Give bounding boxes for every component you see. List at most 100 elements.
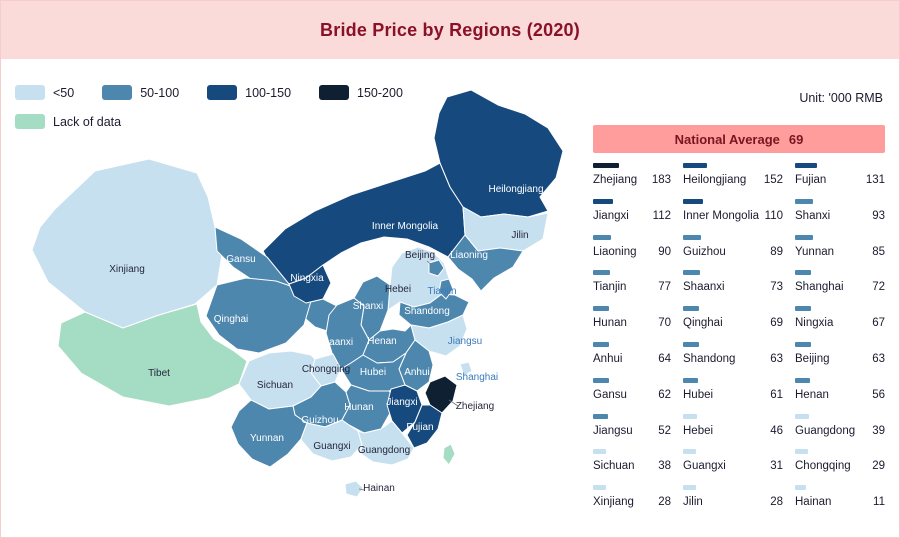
stat-region-name: Henan	[795, 388, 829, 401]
stat-line: Chongqing 29	[795, 460, 885, 472]
stat-line: Ningxia 67	[795, 317, 885, 329]
stat-cell: Guizhou 89	[683, 234, 783, 271]
stat-line: Hunan 70	[593, 317, 671, 329]
stat-cell: Shaanxi 73	[683, 270, 783, 306]
region-ningxia[interactable]	[288, 264, 332, 304]
stat-region-name: Xinjiang	[593, 496, 634, 509]
legend-label: 150-200	[357, 85, 403, 100]
region-shandong[interactable]	[398, 293, 470, 329]
stat-bar	[683, 270, 700, 276]
swatch-rect	[102, 85, 133, 100]
stat-cell: Gansu 62	[593, 377, 671, 414]
stat-line: Hubei 61	[683, 389, 783, 401]
region-taiwan[interactable]	[442, 443, 456, 466]
stat-region-name: Inner Mongolia	[683, 209, 760, 222]
stat-cell: Tianjin 77	[593, 270, 671, 306]
legend-label: <50	[53, 85, 75, 100]
stat-region-name: Fujian	[795, 174, 827, 186]
stat-bar	[593, 449, 606, 455]
map-label-zhejiang: Zhejiang	[456, 401, 494, 412]
region-shanghai[interactable]	[459, 361, 473, 377]
legend-label: 50-100	[140, 85, 180, 100]
header-band: Bride Price by Regions (2020)	[1, 1, 899, 59]
stat-cell: Hebei 46	[683, 413, 783, 450]
stat-cell: Chongqing 29	[795, 449, 885, 485]
stat-region-value: 56	[872, 388, 885, 401]
stat-line: Guizhou 89	[683, 246, 783, 258]
stat-region-value: 63	[872, 352, 885, 365]
legend-row-1: <50 50-100 100-150 150-200	[15, 85, 431, 100]
stat-cell: Ningxia 67	[795, 306, 885, 342]
legend-item-150-200: 150-200	[319, 85, 403, 100]
stat-region-value: 93	[872, 209, 885, 222]
region-yunnan[interactable]	[230, 399, 308, 468]
national-average-value: 69	[788, 131, 804, 147]
stat-region-value: 62	[658, 388, 671, 401]
map-label-hainan: Hainan	[363, 483, 395, 494]
stat-region-name: Beijing	[795, 352, 830, 365]
stat-region-name: Hunan	[593, 317, 627, 330]
region-guangdong[interactable]	[357, 420, 415, 466]
stat-bar	[795, 413, 809, 419]
region-fujian[interactable]	[406, 404, 443, 449]
stat-region-name: Ningxia	[795, 317, 834, 330]
stat-region-name: Guizhou	[683, 245, 726, 258]
stat-bar	[683, 341, 699, 347]
stat-cell: Shanxi 93	[795, 198, 885, 235]
stat-line: Jiangxi 112	[593, 210, 671, 222]
region-guangxi[interactable]	[300, 419, 363, 462]
legend-item-50-100: 50-100	[102, 85, 179, 100]
stat-bar	[593, 485, 606, 491]
stat-region-value: 52	[658, 424, 671, 437]
color-swatch-icon	[207, 85, 238, 100]
legend-item-lt50: <50	[15, 85, 74, 100]
stat-line: Hebei 46	[683, 425, 783, 437]
stat-region-name: Shanghai	[795, 281, 844, 294]
stat-region-name: Hubei	[683, 388, 714, 401]
stat-region-value: 183	[651, 174, 671, 186]
stat-cell: Anhui 64	[593, 341, 671, 378]
stat-bar	[593, 306, 609, 312]
stat-cell: Jiangxi 112	[593, 198, 671, 235]
stat-region-name: Guangxi	[683, 460, 726, 473]
stat-region-name: Zhejiang	[593, 174, 638, 186]
stat-bar	[795, 341, 811, 347]
stat-region-value: 77	[658, 281, 671, 294]
swatch-rect	[207, 85, 238, 100]
region-tianjin[interactable]	[438, 278, 454, 300]
stat-region-name: Jilin	[683, 496, 703, 509]
stat-region-value: 11	[873, 496, 885, 509]
stat-region-name: Jiangsu	[593, 424, 633, 437]
stat-cell: Hubei 61	[683, 377, 783, 414]
stat-region-name: Anhui	[593, 352, 623, 365]
stat-region-value: 31	[770, 460, 783, 473]
region-hainan[interactable]	[344, 480, 364, 498]
stat-line: Tianjin 77	[593, 281, 671, 293]
legend-item-100-150: 100-150	[207, 85, 291, 100]
stats-grid: Zhejiang 183 Heilongjiang 152 Fujian 131…	[593, 163, 885, 521]
stat-bar	[593, 341, 609, 347]
region-liaoning[interactable]	[447, 234, 524, 292]
stat-cell: Guangdong 39	[795, 413, 885, 450]
stat-line: Liaoning 90	[593, 246, 671, 258]
region-qinghai[interactable]	[205, 277, 312, 354]
stat-cell: Inner Mongolia 110	[683, 198, 783, 235]
swatch-rect	[15, 85, 45, 100]
stat-region-value: 28	[770, 496, 783, 509]
region-xinjiang[interactable]	[31, 158, 223, 329]
stat-line: Inner Mongolia 110	[683, 210, 783, 222]
region-heilongjiang[interactable]	[433, 89, 564, 218]
stat-line: Jilin 28	[683, 496, 783, 508]
stat-bar	[683, 306, 699, 312]
stat-line: Beijing 63	[795, 353, 885, 365]
region-tibet[interactable]	[57, 303, 248, 407]
color-swatch-icon	[15, 85, 45, 100]
region-hunan[interactable]	[341, 384, 394, 434]
stat-line: Yunnan 85	[795, 246, 885, 258]
stat-line: Anhui 64	[593, 353, 671, 365]
stat-region-name: Jiangxi	[593, 209, 629, 222]
stat-region-value: 152	[763, 174, 783, 186]
stat-line: Shanghai 72	[795, 281, 885, 293]
stat-line: Guangdong 39	[795, 425, 885, 437]
